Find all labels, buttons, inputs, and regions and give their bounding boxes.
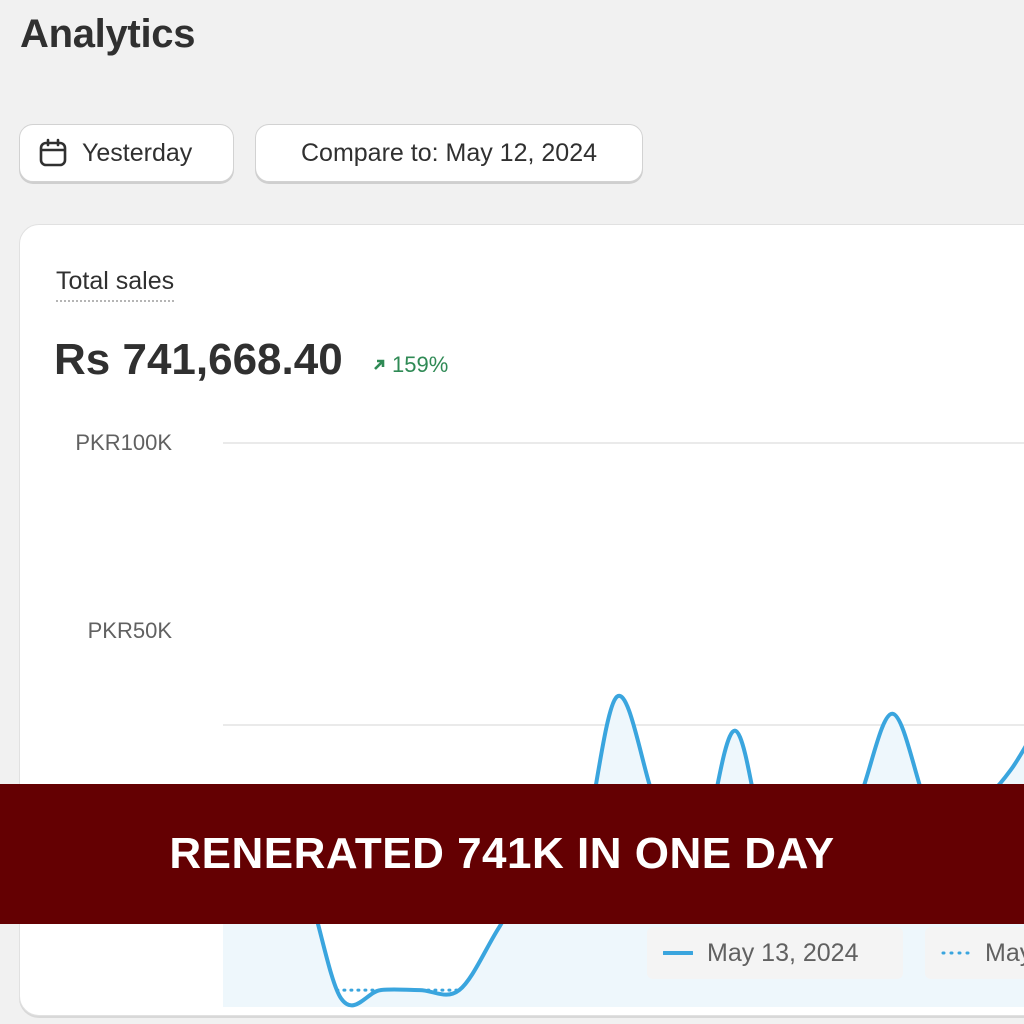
legend-solid-line-icon — [663, 951, 693, 955]
legend-item-comparison[interactable]: May 12, 2024 — [925, 927, 1024, 979]
y-tick-label: PKR50K — [87, 618, 172, 643]
date-range-button[interactable]: Yesterday — [19, 124, 234, 182]
metric-label[interactable]: Total sales — [56, 267, 175, 302]
compare-button[interactable]: Compare to: May 12, 2024 — [255, 124, 643, 182]
caption-banner: RENERATED 741K IN ONE DAY — [0, 784, 1024, 924]
banner-text: RENERATED 741K IN ONE DAY — [169, 829, 835, 878]
legend-label: May 12, 2024 — [985, 938, 1024, 967]
date-range-label: Yesterday — [82, 138, 193, 167]
metric-value: Rs 741,668.40 — [54, 335, 343, 384]
y-tick-label: PKR100K — [75, 430, 172, 455]
legend-label: May 13, 2024 — [707, 938, 859, 967]
compare-label: Compare to: May 12, 2024 — [301, 138, 597, 167]
legend-item-current[interactable]: May 13, 2024 — [647, 927, 903, 979]
metric-change-value: 159% — [392, 352, 449, 377]
arrow-up-right-icon — [374, 359, 385, 370]
page-title: Analytics — [20, 12, 196, 56]
calendar-icon — [39, 138, 67, 167]
legend-dotted-line-icon — [941, 951, 971, 955]
metric-change: 159% — [372, 352, 448, 378]
